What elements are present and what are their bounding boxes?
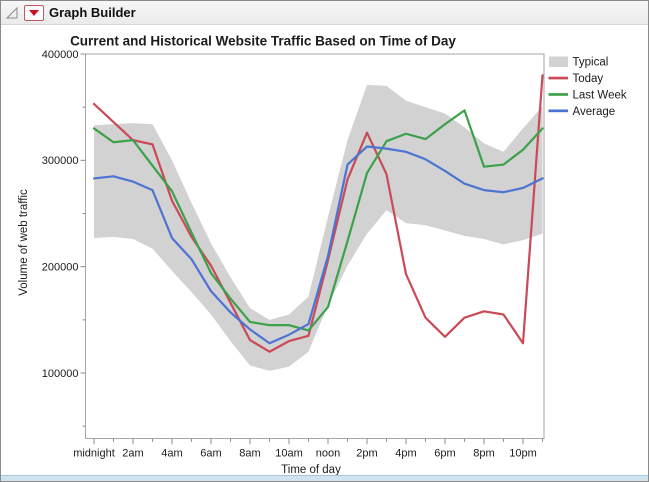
average-line — [92, 145, 544, 345]
legend-label: Average — [573, 106, 616, 118]
window-title: Graph Builder — [49, 5, 136, 20]
x-tick-label: 4am — [161, 448, 182, 460]
legend-swatch-line — [548, 93, 568, 96]
window-bottom-edge — [1, 475, 648, 481]
x-tick-label: noon — [316, 448, 340, 460]
x-tick-label: 4pm — [395, 448, 416, 460]
legend-swatch-area — [549, 56, 568, 67]
x-tick-label: 2pm — [356, 448, 377, 460]
legend-swatch-line — [548, 76, 568, 80]
plot-layer: 400000 300000 200000 100000 midnight 2am 4am 6a… — [42, 49, 545, 460]
disclosure-triangle-icon[interactable] — [5, 5, 21, 21]
x-tick-label: 10pm — [509, 448, 537, 460]
red-triangle-icon — [29, 9, 39, 16]
legend-swatch-line — [548, 109, 568, 113]
legend-label: Today — [573, 73, 604, 85]
chart-title: Current and Historical Website Traffic B… — [70, 34, 456, 49]
legend-item-last-week[interactable]: Last Week — [548, 90, 627, 102]
x-tick-label: midnight — [73, 448, 115, 460]
x-tick-label: 6pm — [434, 448, 455, 460]
last-week-line — [92, 109, 544, 332]
typical-band-area — [94, 84, 543, 371]
legend-label: Typical — [573, 57, 609, 69]
y-axis-title: Volume of web traffic — [18, 189, 30, 296]
plot-frame — [85, 53, 545, 439]
x-tick-label: 10am — [275, 448, 303, 460]
y-tick-label: 400000 — [42, 49, 79, 61]
x-tick-label: 6am — [200, 448, 221, 460]
x-axis-title: Time of day — [281, 464, 341, 476]
legend-label: Last Week — [573, 90, 627, 102]
legend-item-today[interactable]: Today — [548, 73, 604, 85]
y-tick-label: 200000 — [42, 261, 79, 273]
red-triangle-menu-button[interactable] — [24, 4, 44, 21]
x-tick-label: 8am — [239, 448, 260, 460]
legend-item-average[interactable]: Average — [548, 106, 616, 118]
legend-item-typical[interactable]: Typical — [549, 56, 609, 69]
y-tick-label: 100000 — [42, 368, 79, 380]
today-line — [92, 74, 544, 353]
y-tick-label: 300000 — [42, 155, 79, 167]
x-tick-label: 2am — [122, 448, 143, 460]
titlebar: Graph Builder — [1, 1, 648, 25]
x-tick-label: 8pm — [473, 448, 494, 460]
legend: Typical Today Last Week Average — [548, 56, 627, 118]
